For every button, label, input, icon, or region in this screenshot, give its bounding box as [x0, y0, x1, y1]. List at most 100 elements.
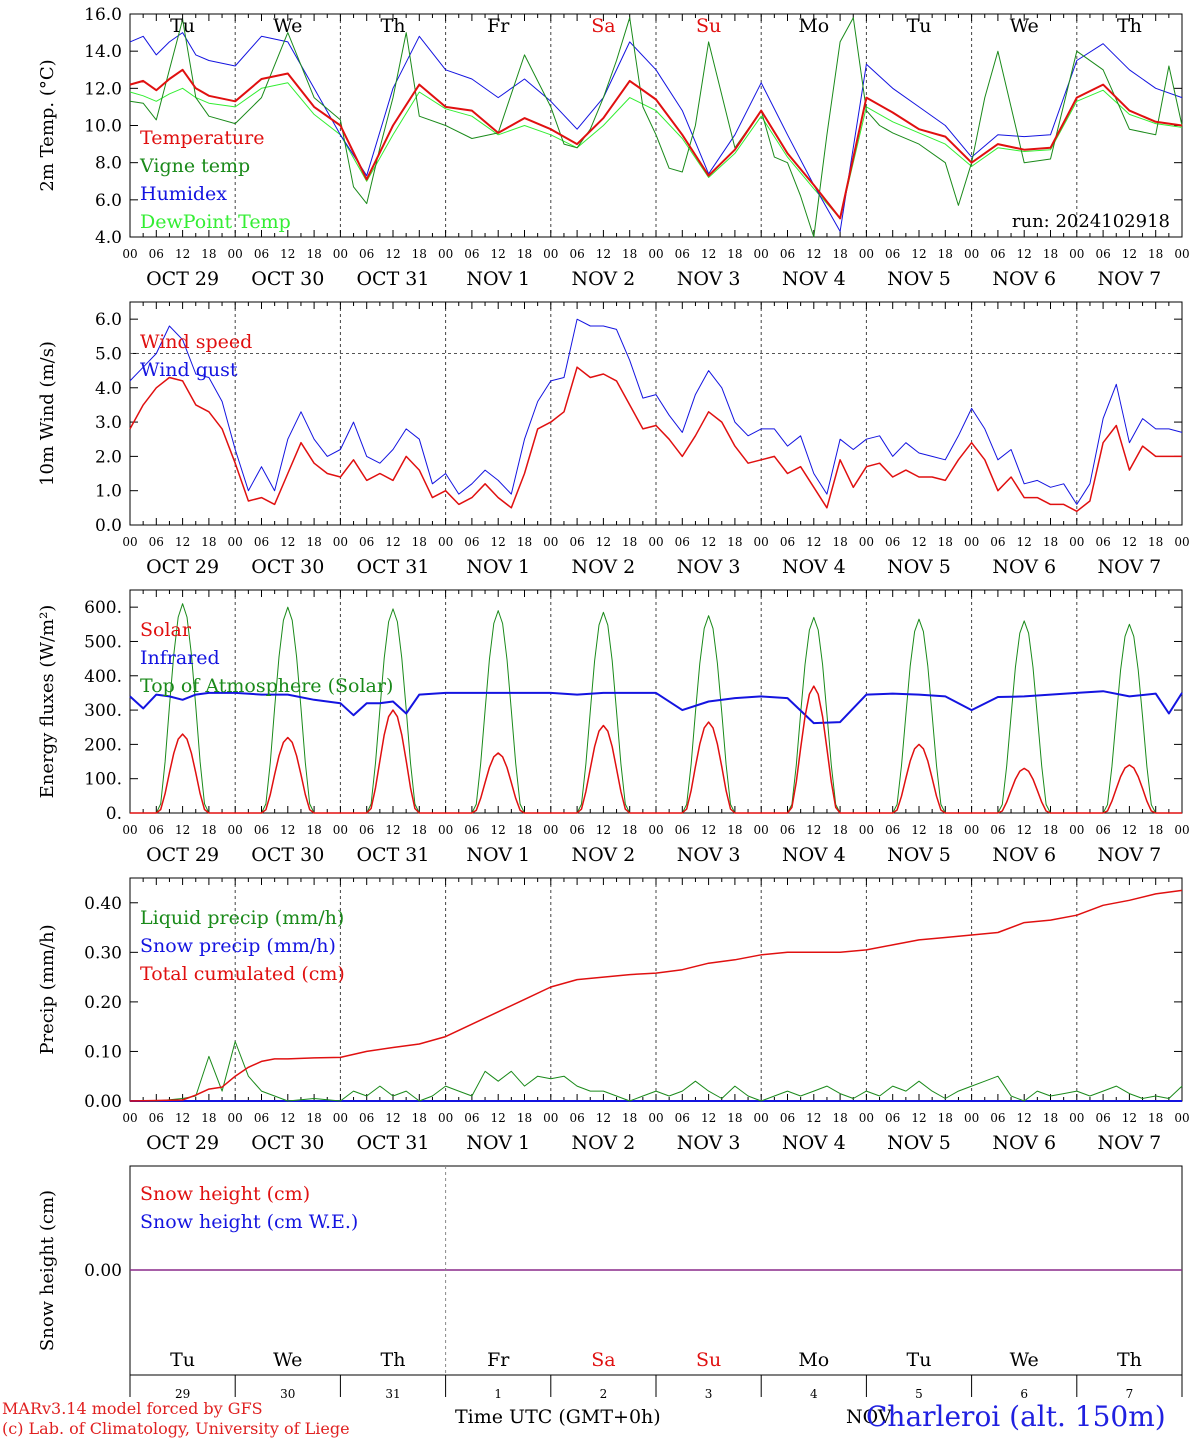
y-tick-label: 400. — [84, 667, 122, 687]
hour-label: 06 — [359, 247, 374, 261]
hour-label: 06 — [1095, 535, 1110, 549]
hour-label: 06 — [464, 823, 479, 837]
hour-label: 00 — [754, 1111, 769, 1125]
hour-label: 00 — [648, 823, 663, 837]
weekday-label: Sa — [591, 15, 615, 37]
y-tick-label: 0.10 — [84, 1042, 122, 1062]
hour-label: 00 — [1174, 1111, 1189, 1125]
hour-label: 06 — [359, 1111, 374, 1125]
panel-3: 0. 100. 200. 300. 400. 500. 600. 00 06 12 18 00 06 12… — [37, 589, 1190, 866]
hour-label: 18 — [727, 247, 742, 261]
hour-label: 12 — [280, 247, 295, 261]
hour-label: 18 — [1148, 535, 1163, 549]
plot-frame — [129, 13, 1183, 238]
hour-label: 18 — [622, 1111, 637, 1125]
series-dewpoint-temp — [129, 82, 1183, 219]
hour-label: 06 — [569, 535, 584, 549]
hour-label: 06 — [254, 535, 269, 549]
hour-label: 00 — [122, 535, 137, 549]
y-tick-label: 0.40 — [84, 894, 122, 914]
hour-label: 18 — [306, 535, 321, 549]
day-number: 3 — [705, 1387, 713, 1401]
day-label: NOV 2 — [572, 556, 636, 578]
y-tick-label: 600. — [84, 598, 122, 618]
hour-label: 18 — [832, 535, 847, 549]
series-wind-speed — [129, 366, 1182, 513]
hour-label: 12 — [911, 247, 926, 261]
hour-label: 12 — [1017, 1111, 1032, 1125]
hour-label: 06 — [149, 1111, 164, 1125]
hour-label: 00 — [1069, 1111, 1084, 1125]
hour-label: 12 — [1122, 1111, 1137, 1125]
series-liquid-precip — [130, 1041, 1183, 1102]
day-label: OCT 30 — [251, 1132, 324, 1154]
weekday-label: We — [1010, 15, 1039, 37]
hour-label: 00 — [333, 247, 348, 261]
hour-label: 18 — [412, 247, 427, 261]
hour-label: 18 — [1148, 823, 1163, 837]
hour-label: 18 — [938, 247, 953, 261]
panel-2: 0.0 1.0 2.0 3.0 4.0 5.0 6.0 00 06 12 18 00 06 12 18 00 0… — [37, 301, 1190, 578]
hour-label: 12 — [491, 1111, 506, 1125]
hour-label: 06 — [990, 247, 1005, 261]
hour-label: 12 — [806, 1111, 821, 1125]
hour-label: 18 — [622, 247, 637, 261]
hour-label: 18 — [622, 823, 637, 837]
legend-entry: Snow precip (mm/h) — [140, 935, 336, 957]
hour-label: 12 — [491, 247, 506, 261]
lab-credit: (c) Lab. of Climatology, University of L… — [2, 1419, 350, 1438]
hour-label: 00 — [1069, 535, 1084, 549]
day-label: NOV 2 — [572, 1132, 636, 1154]
hour-label: 18 — [306, 247, 321, 261]
hour-label: 00 — [228, 823, 243, 837]
y-tick-label: 4.0 — [95, 228, 122, 248]
hour-label: 12 — [175, 535, 190, 549]
hour-label: 06 — [464, 535, 479, 549]
hour-label: 12 — [806, 247, 821, 261]
hour-label: 06 — [569, 823, 584, 837]
hour-label: 00 — [122, 1111, 137, 1125]
hour-label: 12 — [385, 1111, 400, 1125]
legend-entry: DewPoint Temp — [140, 211, 291, 233]
hour-label: 18 — [201, 1111, 216, 1125]
weekday-label: Su — [696, 1349, 721, 1371]
day-label: NOV 7 — [1098, 268, 1162, 290]
day-label: NOV 7 — [1098, 844, 1162, 866]
series-humidex — [129, 32, 1183, 232]
hour-label: 00 — [1174, 535, 1189, 549]
legend-entry: Infrared — [140, 647, 220, 669]
day-label: NOV 7 — [1098, 1132, 1162, 1154]
hour-label: 06 — [464, 247, 479, 261]
hour-label: 12 — [596, 535, 611, 549]
day-label: NOV 4 — [782, 268, 846, 290]
hour-label: 00 — [754, 247, 769, 261]
hour-label: 06 — [885, 247, 900, 261]
legend-entry: Wind speed — [140, 331, 252, 353]
hour-label: 00 — [438, 1111, 453, 1125]
series-solar — [130, 685, 1182, 814]
hour-label: 18 — [412, 823, 427, 837]
day-label: OCT 31 — [356, 1132, 429, 1154]
hour-label: 18 — [517, 823, 532, 837]
hour-label: 00 — [228, 247, 243, 261]
hour-label: 00 — [543, 823, 558, 837]
hour-label: 12 — [1122, 535, 1137, 549]
y-tick-label: 5.0 — [95, 344, 122, 364]
hour-label: 00 — [333, 535, 348, 549]
day-label: NOV 3 — [677, 268, 741, 290]
day-label: NOV 5 — [887, 556, 951, 578]
hour-label: 00 — [964, 535, 979, 549]
day-label: NOV 5 — [887, 844, 951, 866]
legend-entry: Top of Atmosphere (Solar) — [140, 675, 393, 697]
hour-label: 12 — [491, 535, 506, 549]
day-label: NOV 7 — [1098, 556, 1162, 578]
series-top-of-atmosphere — [130, 603, 1182, 814]
hour-label: 06 — [149, 247, 164, 261]
day-label: NOV 5 — [887, 268, 951, 290]
hour-label: 00 — [438, 823, 453, 837]
hour-label: 12 — [1122, 247, 1137, 261]
hour-label: 06 — [780, 247, 795, 261]
hour-label: 00 — [438, 535, 453, 549]
hour-label: 06 — [990, 823, 1005, 837]
panel-5: Snow height (cm) 0.00 Snow height (cm) Snow… — [37, 1165, 1183, 1401]
